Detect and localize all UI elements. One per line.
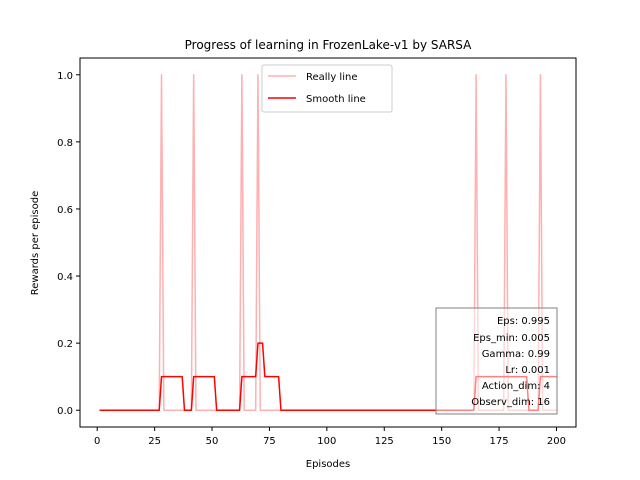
y-axis: 0.0 0.2 0.4 0.6 0.8 1.0 <box>57 71 80 417</box>
axes-frame <box>79 57 577 428</box>
x-tick-label: 25 <box>148 436 161 447</box>
x-tick-label: 75 <box>263 436 276 447</box>
y-tick-label: 0.0 <box>57 406 73 417</box>
info-observ-dim: Observ_dim: 16 <box>471 397 550 408</box>
x-tick-label: 175 <box>490 436 509 447</box>
info-gamma: Gamma: 0.99 <box>482 349 550 360</box>
x-tick-label: 0 <box>94 436 100 447</box>
x-tick-label: 200 <box>547 436 566 447</box>
info-action-dim: Action_dim: 4 <box>482 381 550 392</box>
x-tick-label: 125 <box>375 436 394 447</box>
x-axis: 0 25 50 75 100 125 150 175 200 <box>94 427 566 447</box>
chart-title: Progress of learning in FrozenLake-v1 by… <box>185 38 473 52</box>
info-eps: Eps: 0.995 <box>497 316 550 327</box>
y-tick-label: 1.0 <box>57 71 73 82</box>
legend: Really line Smooth line <box>261 64 393 113</box>
y-tick-label: 0.2 <box>57 339 73 350</box>
y-tick-label: 0.8 <box>57 138 73 149</box>
hyperparameter-box-frame <box>435 307 558 415</box>
x-tick-label: 50 <box>206 436 219 447</box>
info-eps-min: Eps_min: 0.005 <box>473 333 550 344</box>
y-tick-label: 0.6 <box>57 205 73 216</box>
info-lr: Lr: 0.001 <box>505 365 550 376</box>
legend-label-really-line: Really line <box>306 72 357 83</box>
y-tick-label: 0.4 <box>57 272 73 283</box>
legend-label-smooth-line: Smooth line <box>306 94 366 105</box>
x-tick-label: 100 <box>317 436 336 447</box>
x-tick-label: 150 <box>432 436 451 447</box>
hyperparameter-box: Eps: 0.995 Eps_min: 0.005 Gamma: 0.99 Lr… <box>435 307 558 415</box>
x-axis-label: Episodes <box>306 459 350 470</box>
y-axis-label: Rewards per episode <box>30 191 41 296</box>
